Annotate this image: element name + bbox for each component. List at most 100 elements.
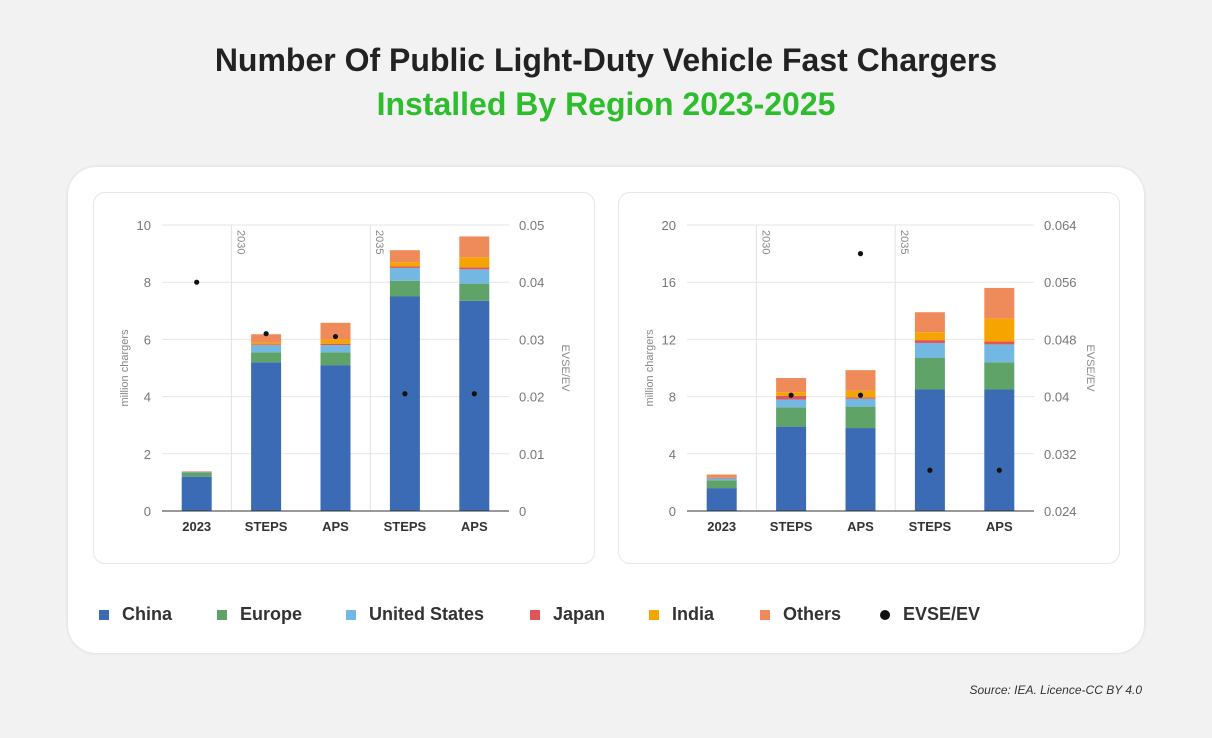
legend-item-others: Others: [760, 604, 841, 625]
left-ratio-point: [471, 391, 477, 397]
chart-panel-left: 0 2 4 6 8 10 0 0.01 0.02 0.03 0.04 0.05 2030 2035 2023…: [93, 192, 595, 564]
right-y-axis-title: million chargers: [644, 329, 656, 407]
left-bar-europe: [389, 280, 420, 297]
legend-label-china: China: [122, 604, 173, 624]
left-bar-united-states: [181, 471, 212, 473]
right-xtick-label: 2023: [707, 519, 736, 534]
chart-title-line2: Installed By Region 2023-2025: [376, 86, 836, 122]
left-bar-others: [320, 322, 351, 340]
right-bar-china: [984, 389, 1015, 511]
right-y2tick-label: 0.032: [1044, 447, 1077, 462]
legend-item-evse-ev: EVSE/EV: [880, 604, 980, 625]
left-period-label: 2030: [234, 230, 246, 254]
right-ratio-point: [996, 467, 1002, 473]
right-bar-united-states: [984, 344, 1015, 363]
right-bar-japan: [706, 477, 737, 479]
right-y2tick-label: 0.04: [1044, 390, 1069, 405]
left-y2tick-label: 0: [519, 504, 526, 519]
right-xtick-label: STEPS: [770, 519, 813, 534]
legend-item-china: China: [99, 604, 172, 625]
left-bar-europe: [459, 283, 490, 301]
left-bar-united-states: [251, 345, 282, 353]
legend-label-united-states: United States: [369, 604, 485, 624]
right-xtick-label: APS: [847, 519, 874, 534]
right-y2tick-label: 0.024: [1044, 504, 1077, 519]
legend-item-japan: Japan: [530, 604, 605, 625]
right-bar-united-states: [706, 478, 737, 481]
chart-title-line1: Number Of Public Light-Duty Vehicle Fast…: [214, 42, 998, 78]
left-y-axis-title: million chargers: [119, 329, 131, 407]
chart-left-svg: 0 2 4 6 8 10 0 0.01 0.02 0.03 0.04 0.05 2030 2035 2023…: [119, 218, 571, 534]
left-ytick-label: 4: [144, 390, 151, 405]
left-bar-china: [181, 476, 212, 511]
left-ratio-point: [263, 331, 269, 337]
legend-swatch-europe: [217, 609, 227, 620]
legend-item-india: India: [649, 604, 714, 625]
right-y2tick-label: 0.048: [1044, 332, 1077, 347]
right-bar-europe: [776, 407, 807, 427]
left-ratio-point: [402, 391, 408, 397]
right-bar-united-states: [845, 398, 876, 407]
right-ytick-label: 0: [669, 504, 676, 519]
source-note: Source: IEA. Licence-CC BY 4.0: [969, 683, 1142, 697]
right-bar-india: [914, 332, 945, 341]
right-bar-japan: [845, 397, 876, 399]
right-period-label: 2030: [759, 230, 771, 254]
left-y2tick-label: 0.03: [519, 332, 544, 347]
left-bar-japan: [459, 267, 490, 270]
left-bar-others: [389, 250, 420, 263]
left-xtick-label: APS: [322, 519, 349, 534]
right-ratio-point: [788, 392, 794, 398]
left-xtick-label: STEPS: [384, 519, 427, 534]
legend-swatch-united-states: [346, 609, 356, 620]
left-bar-europe: [181, 472, 212, 477]
left-bar-india: [320, 339, 351, 344]
left-bar-united-states: [459, 269, 490, 284]
left-bar-china: [389, 296, 420, 511]
legend-dot-evse-ev: [880, 609, 890, 620]
chart-panel-right: 0 4 8 12 16 20 0.024 0.032 0.04 0.048 0.056 0.064 20…: [618, 192, 1120, 564]
left-bar-china: [459, 300, 490, 511]
left-bar-europe: [320, 352, 351, 366]
right-y2tick-label: 0.056: [1044, 275, 1077, 290]
left-period-label: 2035: [373, 230, 385, 254]
left-bar-japan: [320, 343, 351, 346]
legend-item-europe: Europe: [217, 604, 302, 625]
right-ytick-label: 4: [669, 447, 676, 462]
legend-swatch-india: [649, 609, 659, 620]
right-ytick-label: 12: [662, 332, 676, 347]
legend-label-others: Others: [783, 604, 842, 624]
right-xtick-label: STEPS: [909, 519, 952, 534]
right-bar-europe: [914, 357, 945, 390]
left-bar-europe: [251, 352, 282, 363]
right-ratio-point: [857, 392, 864, 398]
left-y2tick-label: 0.01: [519, 447, 544, 462]
right-bar-others: [914, 312, 945, 333]
legend-label-europe: Europe: [240, 604, 303, 624]
right-bar-united-states: [914, 342, 945, 358]
right-ratio-point: [857, 251, 864, 257]
right-bar-china: [776, 426, 807, 511]
right-bar-china: [706, 488, 737, 511]
legend: China Europe United States Japan India O…: [0, 604, 1212, 628]
right-bar-others: [984, 287, 1015, 319]
left-bar-others: [251, 334, 282, 343]
right-period-label: 2035: [898, 230, 910, 254]
right-y2-axis-title: EVSE/EV: [1084, 344, 1096, 392]
left-bar-japan: [181, 471, 212, 473]
left-bar-japan: [389, 266, 420, 268]
left-ytick-label: 2: [144, 447, 151, 462]
legend-swatch-others: [760, 609, 770, 620]
left-bar-china: [320, 365, 351, 511]
left-ytick-label: 0: [144, 504, 151, 519]
right-ytick-label: 16: [662, 275, 676, 290]
left-bar-india: [251, 342, 282, 345]
left-bar-india: [459, 257, 490, 268]
left-bar-others: [459, 236, 490, 258]
legend-swatch-china: [99, 609, 109, 620]
left-y2tick-label: 0.02: [519, 390, 544, 405]
chart-right-svg: 0 4 8 12 16 20 0.024 0.032 0.04 0.048 0.056 0.064 20…: [644, 218, 1096, 534]
left-y2tick-label: 0.05: [519, 218, 544, 233]
left-xtick-label: APS: [461, 519, 488, 534]
right-bar-china: [845, 428, 876, 511]
